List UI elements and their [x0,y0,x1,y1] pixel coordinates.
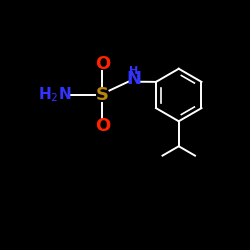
Text: N: N [126,70,141,88]
Text: H: H [129,66,138,76]
Text: O: O [95,55,110,73]
Text: O: O [95,117,110,135]
Text: S: S [96,86,109,104]
Text: H$_2$N: H$_2$N [38,86,72,104]
